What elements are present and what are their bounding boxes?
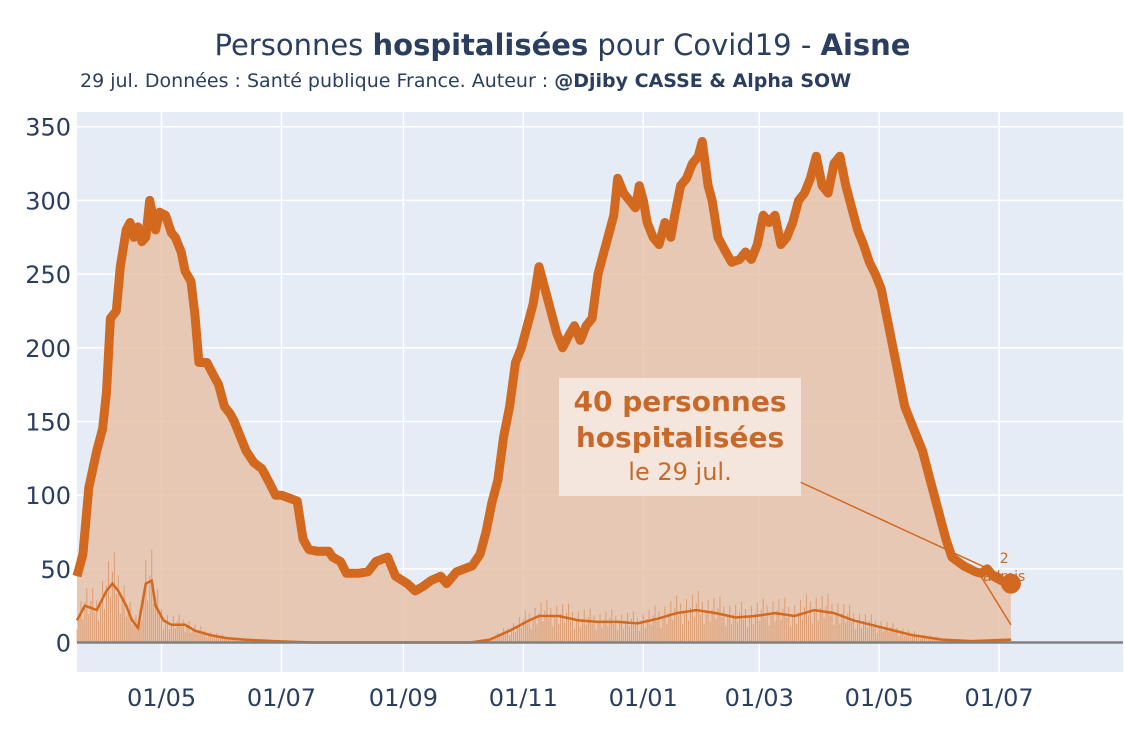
y-tick-label: 150 <box>25 408 71 436</box>
y-tick-label: 300 <box>25 187 71 215</box>
line-hospitalised <box>72 137 1013 596</box>
line-reanimation <box>75 578 1011 644</box>
chart-subtitle: 29 jul. Données : Santé publique France.… <box>80 70 852 92</box>
y-tick-label: 350 <box>25 114 71 142</box>
y-tick-label: 50 <box>40 556 71 584</box>
x-tick-label: 01/07 <box>247 684 316 712</box>
x-tick-label: 01/01 <box>609 684 678 712</box>
small-annotation: 2 admis <box>983 551 1026 585</box>
x-tick-label: 01/07 <box>965 684 1034 712</box>
annotation-line3: le 29 jul. <box>628 458 732 486</box>
last-value-marker <box>1000 573 1021 594</box>
y-tick-label: 0 <box>56 630 71 658</box>
annotation-arrow <box>799 481 1004 577</box>
annotation-line2: hospitalisées <box>575 421 785 454</box>
x-tick-label: 01/11 <box>489 684 558 712</box>
x-tick-label: 01/09 <box>369 684 438 712</box>
y-tick-label: 250 <box>25 261 71 289</box>
chart-title: Personnes hospitalisées pour Covid19 - A… <box>214 28 911 62</box>
x-tick-label: 01/05 <box>845 684 914 712</box>
area-hospitalised <box>77 141 1011 643</box>
x-tick-label: 01/05 <box>127 684 196 712</box>
y-tick-label: 200 <box>25 335 71 363</box>
annotation-box: 40 personnes hospitalisées le 29 jul. <box>559 378 801 496</box>
annotation-line1: 40 personnes <box>573 385 787 418</box>
small-annotation-arrow <box>980 575 1012 626</box>
x-tick-label: 01/03 <box>725 684 794 712</box>
y-tick-label: 100 <box>25 482 71 510</box>
